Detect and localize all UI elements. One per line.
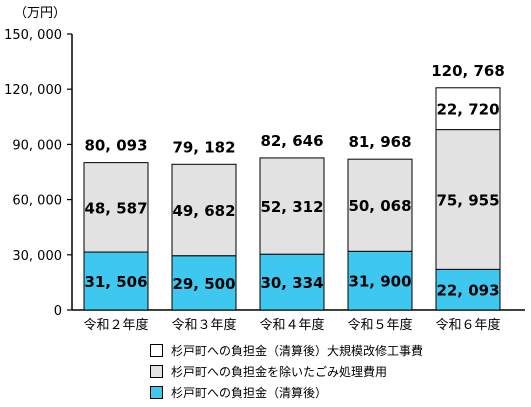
data-labels: 31, 506 48, 587 80, 093 令和２年度 29, 500 49, 682… [83,62,504,333]
legend-item-renovation: 杉戸町への負担金（清算後）大規模改修工事費 [150,340,423,361]
segment-value-label: 75, 955 [436,191,499,209]
segment-value-label: 22, 720 [436,101,499,119]
bar-segment [347,158,413,252]
bar-segment [171,255,237,311]
legend-label-renovation: 杉戸町への負担金（清算後）大規模改修工事費 [171,344,424,358]
legend-label-disposal-cost: 杉戸町への負担金を除いたごみ処理費用 [171,365,388,379]
bar-segment [171,163,237,257]
bar-segment [347,250,413,311]
bar-segment [435,268,501,311]
segment-value-label: 31, 506 [84,273,147,291]
total-value-label: 120, 768 [431,62,505,80]
y-tick-label: 0 [54,304,62,319]
legend-swatch-renovation [150,344,163,357]
bar-segment [259,253,325,311]
y-axis-unit-label: （万円） [14,6,67,21]
bar-segment [435,129,501,270]
legend-swatch-sugito-contribution [150,386,163,399]
total-value-label: 82, 646 [260,132,323,150]
bar-segment [435,87,501,131]
bars [83,87,501,311]
segment-value-label: 22, 093 [436,282,499,300]
legend: 杉戸町への負担金（清算後）大規模改修工事費 杉戸町への負担金を除いたごみ処理費用… [150,340,423,403]
segment-value-label: 52, 312 [260,198,323,216]
segment-value-label: 49, 682 [172,202,235,220]
segment-value-label: 50, 068 [348,197,411,215]
y-tick-label: 60, 000 [12,194,62,209]
bar-segment [83,162,149,253]
segment-value-label: 31, 900 [348,273,411,291]
x-category-label: 令和３年度 [171,317,236,333]
legend-swatch-disposal-cost [150,365,163,378]
x-category-label: 令和６年度 [435,317,500,333]
bar-segment [259,157,325,255]
total-value-label: 79, 182 [172,138,235,156]
y-tick-label: 90, 000 [12,138,62,153]
segment-value-label: 48, 587 [84,199,147,217]
total-value-label: 80, 093 [84,137,147,155]
x-category-label: 令和５年度 [347,317,412,333]
segment-value-label: 30, 334 [260,274,323,292]
y-tick-label: 30, 000 [12,249,62,264]
y-tick-label: 150, 000 [4,28,62,43]
legend-item-sugito-contribution: 杉戸町への負担金（清算後） [150,382,423,403]
segment-value-label: 29, 500 [172,275,235,293]
legend-item-disposal-cost: 杉戸町への負担金を除いたごみ処理費用 [150,361,423,382]
total-value-label: 81, 968 [348,133,411,151]
y-tick-label: 120, 000 [4,83,62,98]
x-category-label: 令和４年度 [259,317,324,333]
bar-segment [83,251,149,311]
x-category-label: 令和２年度 [83,317,148,333]
legend-label-sugito-contribution: 杉戸町への負担金（清算後） [171,386,328,400]
